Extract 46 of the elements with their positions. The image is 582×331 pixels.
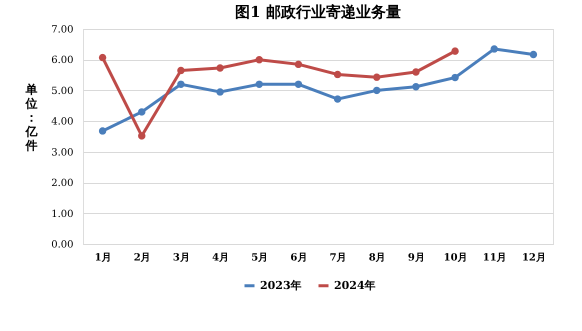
point [334,95,342,103]
point [138,132,146,140]
point [216,64,224,72]
point [412,68,420,76]
x-tick-label: 7月 [330,252,347,264]
point [490,45,498,53]
x-tick-label: 1月 [94,252,112,264]
x-tick-label: 9月 [408,252,425,264]
point [177,80,185,88]
y-tick-label: 0.00 [51,240,74,250]
point [256,80,263,88]
x-tick-label: 11月 [482,252,507,264]
point [294,60,302,68]
point [256,56,263,64]
point [294,80,302,88]
x-tick-label: 3月 [172,252,190,264]
point [373,86,380,94]
point [98,54,106,62]
x-tick-label: 6月 [290,252,308,264]
point [451,74,459,82]
x-tick-label: 2月 [134,252,151,264]
y-tick-label: 2.00 [51,178,74,190]
point [177,66,185,74]
point [451,47,459,55]
y-tick-label: 5.00 [51,86,74,97]
point [216,88,224,96]
y-tick-label: 7.00 [51,24,74,36]
legend-label: 2024年 [334,278,376,292]
point [98,127,106,135]
point [373,74,380,81]
y-tick-label: 1.00 [51,208,74,220]
x-tick-label: 10月 [444,252,468,264]
point [334,70,342,78]
x-tick-label: 12月 [522,252,546,264]
x-tick-label: 4月 [212,252,230,264]
point [138,108,146,116]
point [412,83,420,90]
x-tick-label: 8月 [368,252,386,264]
x-tick-label: 5月 [251,252,268,264]
y-tick-label: 6.00 [51,55,74,66]
point [530,50,538,58]
chart-title: 图1 邮政行业寄递业务量 [235,3,401,21]
y-tick-label: 3.00 [51,147,74,158]
y-axis-title: 单位：亿件 [24,82,38,152]
y-tick-label: 4.00 [51,116,74,128]
legend-label: 2023年 [260,278,302,292]
